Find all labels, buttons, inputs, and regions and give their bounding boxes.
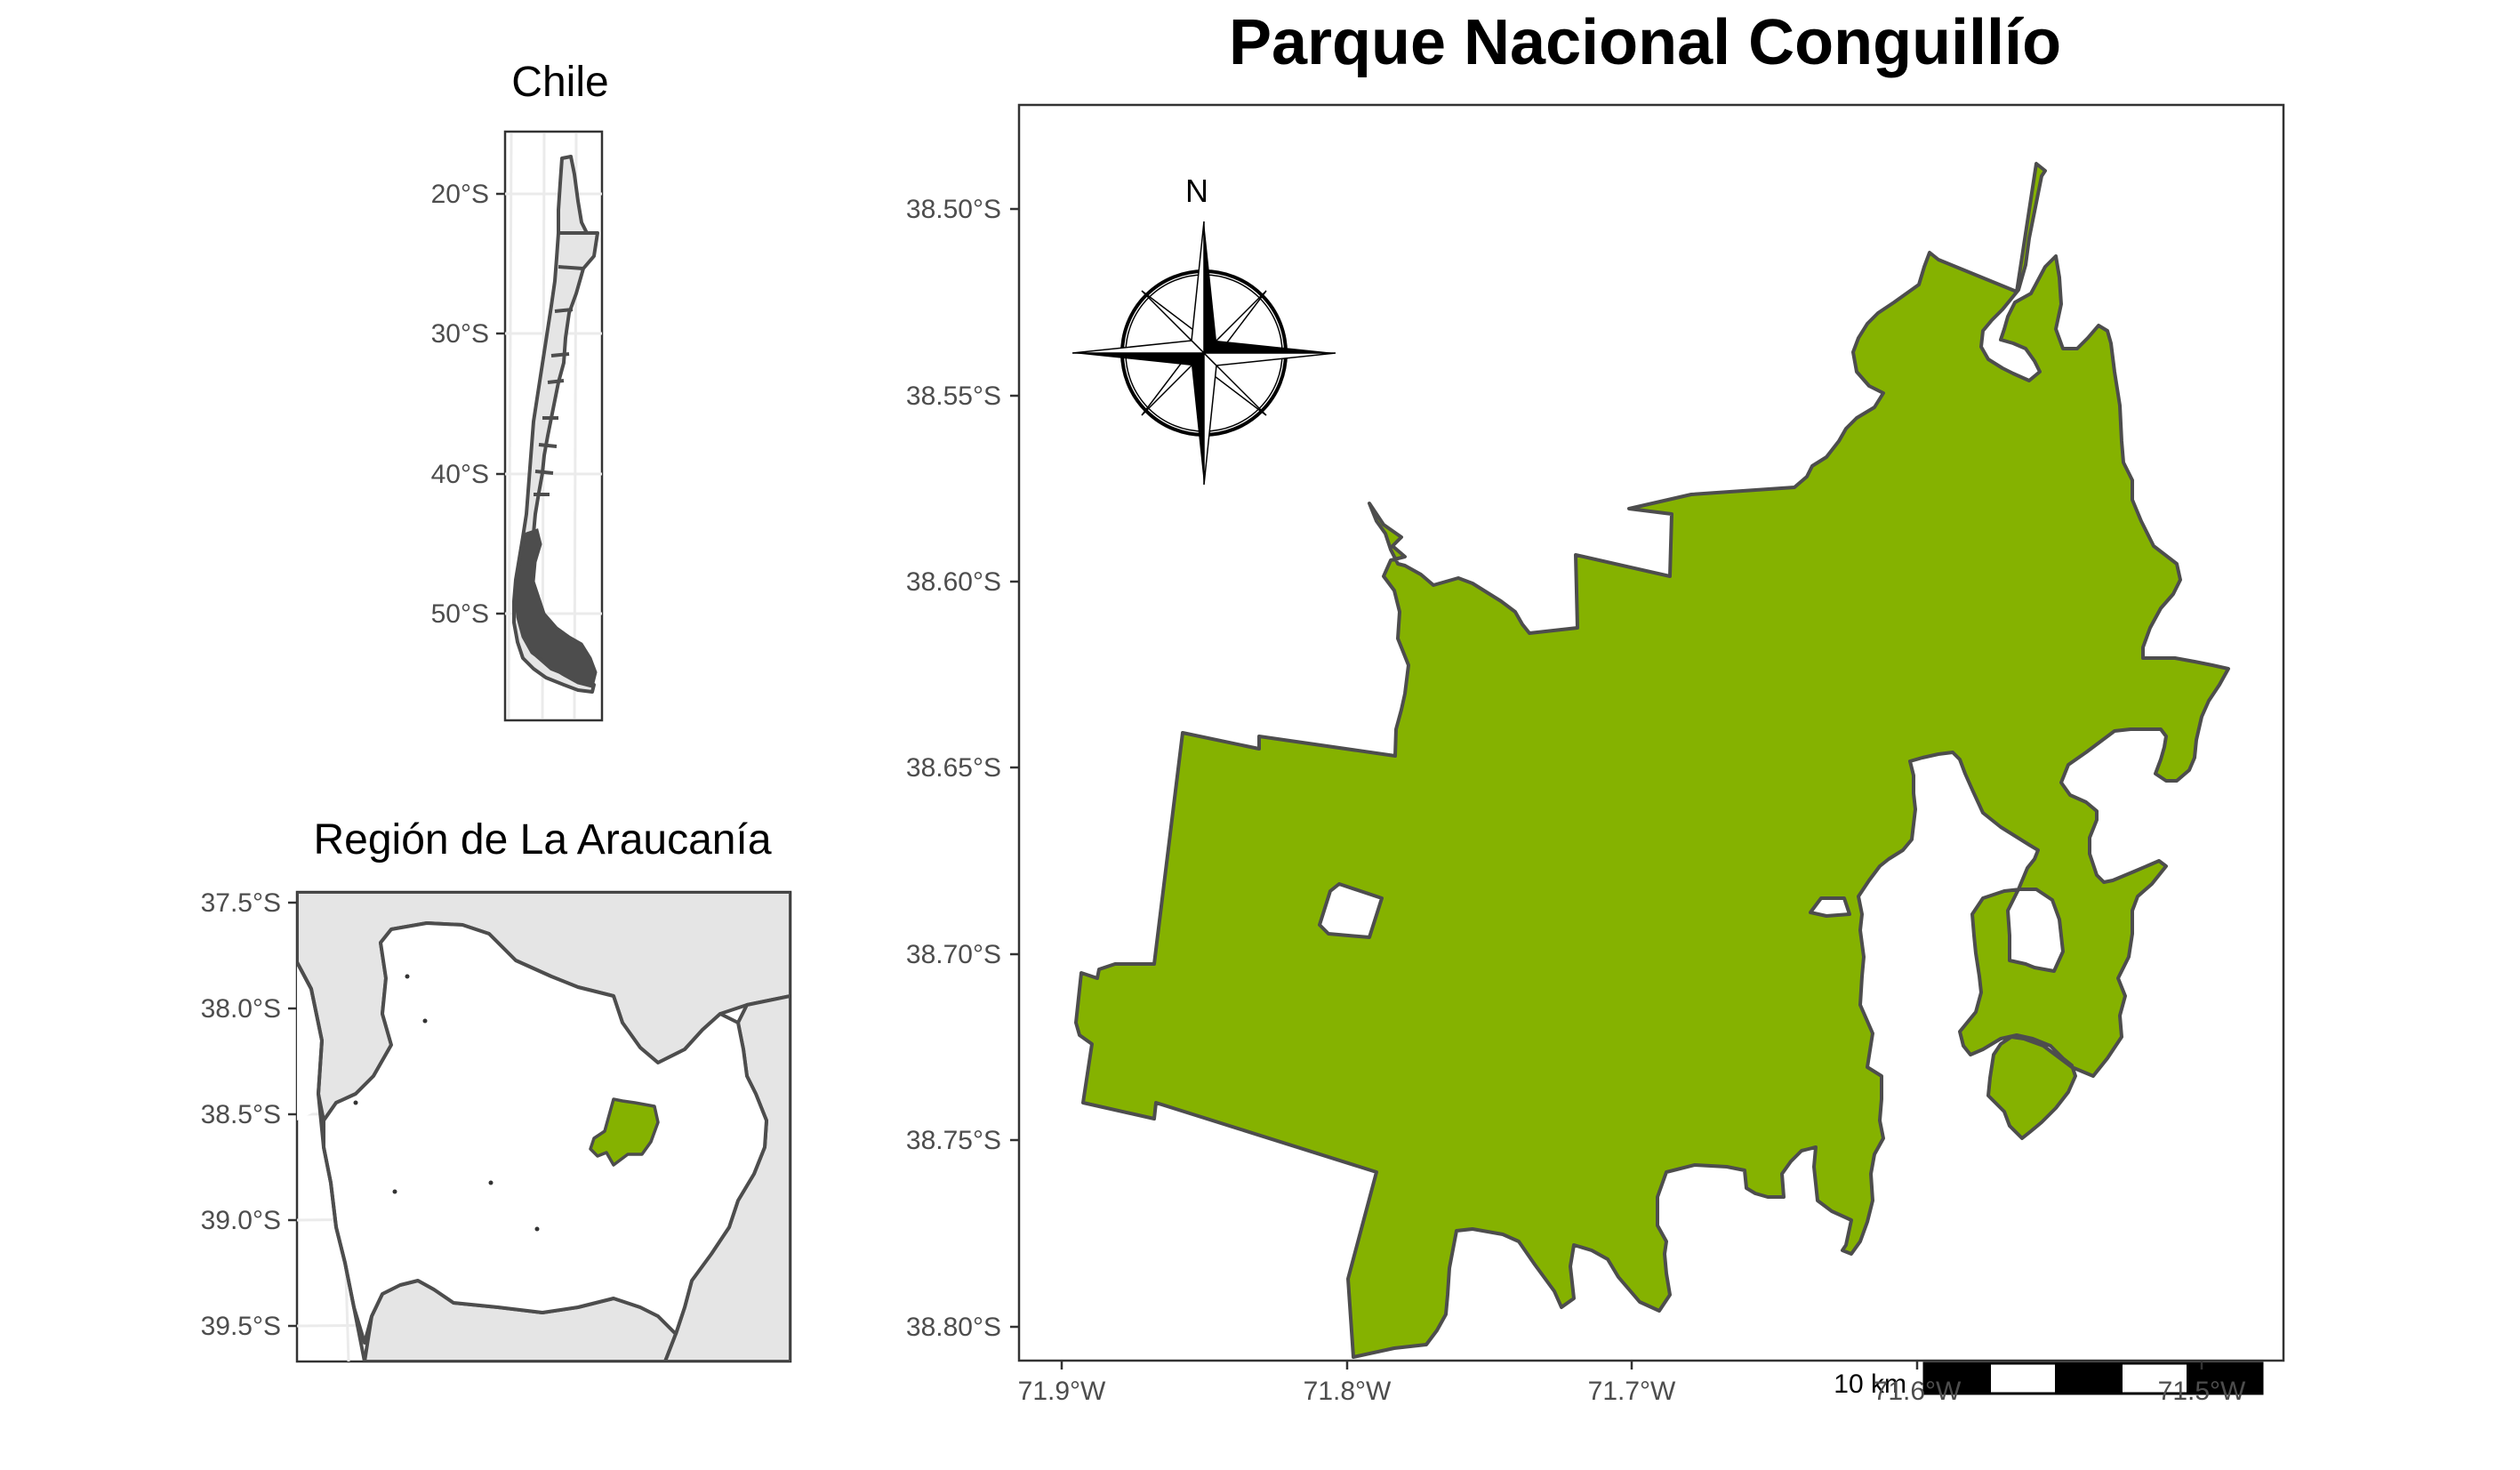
chile-y-tick: 50°S <box>431 599 489 629</box>
town-point <box>422 1018 428 1024</box>
chile-y-axis: 20°S 30°S 40°S 50°S <box>431 180 505 629</box>
region-inset-panel <box>295 890 792 1363</box>
chile-southern-archipelago <box>514 528 598 688</box>
chile-inset-title: Chile <box>511 59 608 106</box>
main-map-panel: N 10 km <box>1017 103 2285 1399</box>
main-x-axis: 71.9°W 71.8°W 71.7°W 71.6°W 71.5°W <box>1018 1361 2246 1406</box>
region-y-axis: 37.5°S 38.0°S 38.5°S 39.0°S 39.5°S <box>201 888 297 1341</box>
region-y-tick: 37.5°S <box>201 888 281 918</box>
town-point <box>534 1226 540 1232</box>
main-x-tick: 71.7°W <box>1588 1377 1676 1406</box>
main-x-tick: 71.8°W <box>1304 1377 1392 1406</box>
town-point <box>392 1189 397 1194</box>
neighbour-region-northwest <box>297 892 320 1121</box>
main-x-tick: 71.5°W <box>2158 1377 2246 1406</box>
town-point <box>405 974 410 979</box>
chile-inset-panel <box>503 130 604 722</box>
chile-y-tick: 40°S <box>431 460 489 489</box>
town-point <box>353 1100 358 1105</box>
main-y-tick: 38.60°S <box>906 567 1001 597</box>
region-y-tick: 38.5°S <box>201 1100 281 1129</box>
region-y-tick: 39.5°S <box>201 1312 281 1341</box>
main-x-tick: 71.9°W <box>1018 1377 1106 1406</box>
chile-y-tick: 30°S <box>431 319 489 349</box>
region-y-tick: 39.0°S <box>201 1206 281 1235</box>
main-map-title: Parque Nacional Conguillío <box>1229 7 2061 78</box>
scale-bar-label: 10 km <box>1834 1370 1906 1399</box>
main-y-tick: 38.50°S <box>906 195 1001 224</box>
main-y-axis: 38.50°S 38.55°S 38.60°S 38.65°S 38.70°S … <box>906 195 1019 1342</box>
town-point <box>488 1180 494 1185</box>
region-y-tick: 38.0°S <box>201 994 281 1024</box>
park-boundary-shape <box>1074 162 2230 1359</box>
north-arrow: N <box>1071 173 1336 486</box>
main-y-tick: 38.65°S <box>906 753 1001 783</box>
scale-bar: 10 km <box>1834 1362 2264 1399</box>
region-park-shape <box>589 1097 660 1167</box>
main-y-tick: 38.75°S <box>906 1126 1001 1155</box>
region-inset-title: Región de La Araucanía <box>313 816 771 864</box>
north-arrow-label: N <box>1185 173 1208 209</box>
main-y-tick: 38.55°S <box>906 382 1001 411</box>
main-y-tick: 38.70°S <box>906 940 1001 969</box>
chile-y-tick: 20°S <box>431 180 489 209</box>
main-y-tick: 38.80°S <box>906 1313 1001 1342</box>
main-x-tick: 71.6°W <box>1874 1377 1962 1406</box>
